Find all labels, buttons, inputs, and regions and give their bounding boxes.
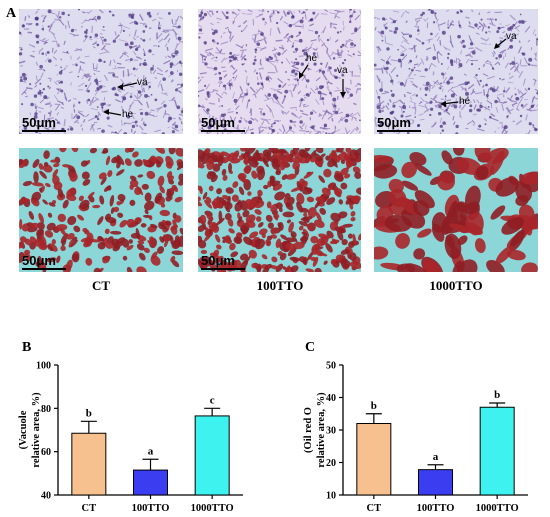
- oro-micrograph-1000tto: [374, 148, 538, 272]
- y-tick-label: 10: [326, 491, 336, 502]
- bar-100tto: [133, 469, 168, 496]
- y-tick-label: 50: [326, 361, 336, 372]
- scale-label: 50μm: [22, 115, 56, 130]
- x-tick-label: 100TTO: [417, 503, 455, 514]
- scale-label: 50μm: [201, 253, 235, 268]
- x-tick-label: CT: [82, 503, 97, 514]
- bar-1000tto: [194, 415, 230, 496]
- he-texture: [198, 9, 361, 134]
- annotation-va: va: [506, 31, 517, 42]
- group-label-100tto: 100TTO: [256, 278, 304, 293]
- oro-texture: [19, 148, 183, 272]
- annotation-he: he: [306, 53, 318, 64]
- significance-letter: b: [494, 389, 500, 401]
- y-tick-label: 80: [41, 404, 51, 415]
- scale-label: 50μm: [377, 115, 411, 130]
- he-micrograph-ct: 50μm va he: [19, 9, 183, 134]
- significance-letter: b: [371, 400, 377, 412]
- he-texture: [374, 9, 538, 134]
- y-tick-label: 60: [41, 447, 51, 458]
- x-tick-label: 1000TTO: [191, 503, 234, 514]
- he-texture: [19, 9, 183, 134]
- scale-bar: [22, 268, 66, 270]
- significance-letter: c: [210, 394, 215, 406]
- oro-micrograph-100tto: 50μm: [198, 148, 361, 272]
- annotation-he: he: [122, 109, 134, 120]
- annotation-va: va: [337, 65, 348, 76]
- he-micrograph-100tto: 50μm he va: [198, 9, 361, 134]
- significance-letter: b: [86, 407, 92, 419]
- oro-micrograph-ct: 50μm: [19, 148, 183, 272]
- bar-1000tto: [479, 406, 515, 496]
- y-axis-label: (Vacuole relative area, %): [18, 392, 42, 468]
- scale-bar: [201, 268, 245, 270]
- y-tick-label: 20: [326, 458, 336, 469]
- scale-label: 50μm: [22, 253, 56, 268]
- x-tick-label: 100TTO: [132, 503, 170, 514]
- y-tick-label: 40: [41, 491, 51, 502]
- annotation-arrows: [103, 82, 138, 116]
- bar-100tto: [418, 469, 453, 496]
- annotation-arrows: [299, 64, 346, 98]
- bar-chart-vacuole: 40 60 80 100 (Vacuole relative area, %) b CT a 10…: [18, 361, 243, 514]
- annotation-arrows: [440, 38, 507, 107]
- y-axis-label-line1: (Vacuole: [18, 410, 29, 449]
- bar-ct: [356, 423, 392, 496]
- panel-letter-a: A: [6, 6, 17, 21]
- y-tick-label: 30: [326, 426, 336, 437]
- scale-bar: [22, 130, 66, 132]
- x-tick-label: 1000TTO: [476, 503, 519, 514]
- y-axis-label-line1: (Oil red O: [303, 407, 314, 453]
- group-label-1000tto: 1000TTO: [429, 278, 483, 293]
- oro-texture: [374, 148, 538, 272]
- scale-bar: [201, 130, 245, 132]
- y-axis-label-line2: relative area, %): [316, 392, 327, 468]
- panel-letter-b: B: [22, 340, 32, 355]
- significance-letter: a: [148, 445, 154, 457]
- oro-texture: [198, 148, 361, 272]
- bar-ct: [71, 432, 107, 496]
- y-tick-label: 40: [326, 393, 336, 404]
- group-label-ct: CT: [91, 278, 111, 293]
- annotation-he: he: [459, 96, 471, 107]
- panel-letter-c: C: [305, 340, 316, 355]
- x-tick-label: CT: [367, 503, 382, 514]
- scale-bar: [377, 130, 421, 132]
- y-tick-label: 100: [36, 361, 51, 372]
- significance-letter: a: [433, 451, 439, 463]
- he-micrograph-1000tto: 50μm va he: [374, 9, 538, 134]
- annotation-va: va: [137, 77, 148, 88]
- scale-label: 50μm: [201, 115, 235, 130]
- y-axis-label-line2: relative area, %): [31, 392, 42, 468]
